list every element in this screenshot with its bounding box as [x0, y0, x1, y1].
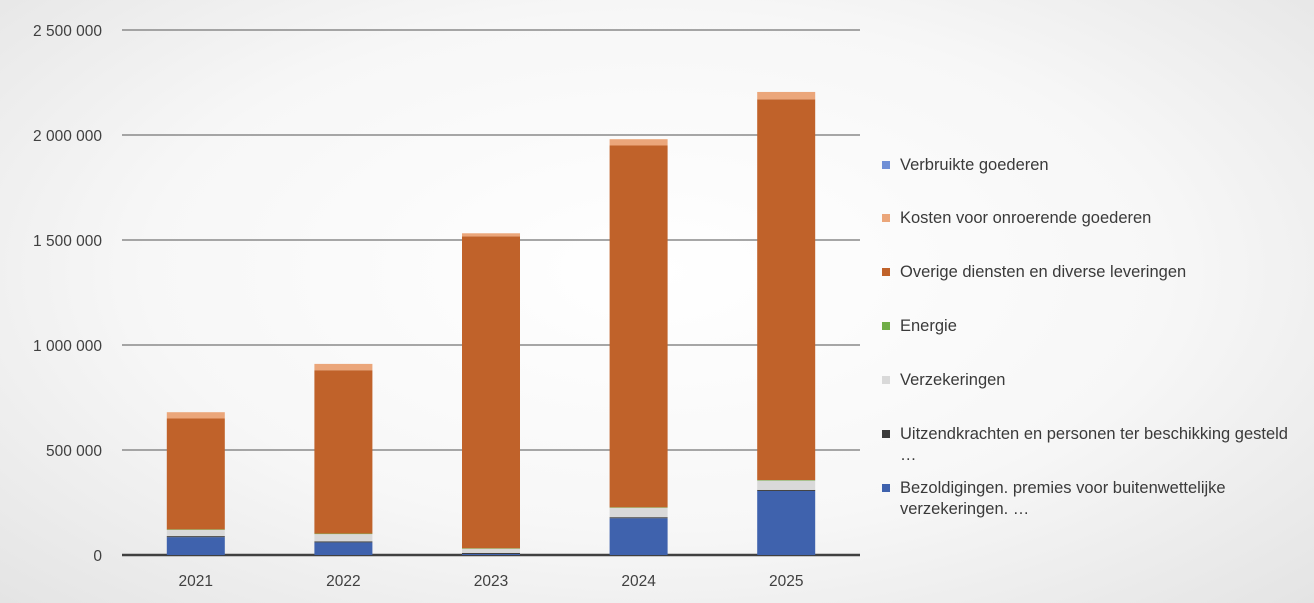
y-tick-label: 1 500 000: [33, 233, 102, 250]
legend: Verbruikte goederen Kosten voor onroeren…: [880, 155, 1300, 522]
legend-item-overige-diensten: Overige diensten en diverse leveringen: [880, 262, 1300, 316]
legend-item-verbruikte-goederen: Verbruikte goederen: [880, 155, 1300, 208]
legend-swatch: [882, 214, 890, 222]
legend-label: Uitzendkrachten en personen ter beschikk…: [900, 425, 1288, 464]
bar-segment: [462, 548, 520, 553]
y-tick-label: 2 500 000: [33, 23, 102, 40]
legend-swatch: [882, 484, 890, 492]
x-tick-label: 2022: [326, 573, 360, 590]
bar-segment: [166, 537, 225, 555]
legend-label: Verbruikte goederen: [900, 156, 1049, 174]
y-tick-label: 1 000 000: [33, 338, 102, 355]
bar-segment: [609, 139, 668, 146]
bar-segment: [609, 517, 668, 519]
legend-label: Overige diensten en diverse leveringen: [900, 263, 1187, 281]
bar-segment: [609, 518, 668, 555]
bar-segment: [314, 534, 373, 542]
y-tick-label: 2 000 000: [33, 128, 102, 145]
legend-swatch: [882, 376, 890, 384]
x-tick-label: 2025: [769, 573, 803, 590]
x-tick-label: 2021: [179, 573, 213, 590]
legend-item-verzekeringen: Verzekeringen: [880, 370, 1300, 424]
bar-segment: [166, 412, 225, 419]
bar-segment: [462, 553, 520, 555]
bar-segment: [757, 489, 816, 491]
bar-segment: [314, 542, 373, 555]
legend-item-kosten-onroerende-goederen: Kosten voor onroerende goederen: [880, 208, 1300, 262]
stacked-bar-chart: 0 500 000 1 000 000 1 500 000 2 000 000 2 500…: [33, 23, 860, 590]
bar-segment: [314, 363, 373, 371]
bar-segment: [462, 233, 520, 237]
bar-segment: [757, 490, 816, 555]
legend-label: Kosten voor onroerende goederen: [900, 209, 1152, 227]
bar-segment: [757, 91, 816, 100]
bars: [166, 91, 816, 555]
bar-segment: [462, 236, 520, 549]
bar-segment: [609, 507, 668, 518]
y-tick-label: 500 000: [46, 443, 102, 460]
y-axis-ticks: 0 500 000 1 000 000 1 500 000 2 000 000 2 500…: [33, 23, 102, 565]
x-tick-label: 2024: [621, 573, 656, 590]
bar-segment: [314, 533, 373, 535]
legend-item-uitzendkrachten: Uitzendkrachten en personen ter beschikk…: [880, 424, 1300, 478]
legend-item-energie: Energie: [880, 316, 1300, 370]
x-tick-label: 2023: [474, 573, 508, 590]
bar-segment: [462, 552, 520, 554]
x-axis-ticks: 2021 2022 2023 2024 2025: [179, 573, 804, 590]
bar-segment: [609, 507, 668, 508]
bar-segment: [757, 480, 816, 481]
bar-segment: [166, 418, 225, 530]
legend-label: Bezoldigingen. premies voor buitenwettel…: [900, 479, 1226, 518]
bar-segment: [314, 541, 373, 543]
bar-segment: [166, 529, 225, 537]
legend-label: Verzekeringen: [900, 371, 1006, 389]
legend-swatch: [882, 161, 890, 169]
legend-item-bezoldigingen: Bezoldigingen. premies voor buitenwettel…: [880, 478, 1300, 522]
legend-label: Energie: [900, 317, 957, 335]
bar-segment: [166, 529, 225, 530]
bar-segment: [314, 370, 373, 534]
legend-swatch: [882, 322, 890, 330]
bar-segment: [462, 548, 520, 549]
y-tick-label: 0: [93, 548, 102, 565]
bar-segment: [609, 145, 668, 508]
legend-swatch: [882, 430, 890, 438]
legend-swatch: [882, 268, 890, 276]
bar-segment: [757, 99, 816, 481]
bar-segment: [757, 480, 816, 490]
bar-segment: [166, 536, 225, 538]
